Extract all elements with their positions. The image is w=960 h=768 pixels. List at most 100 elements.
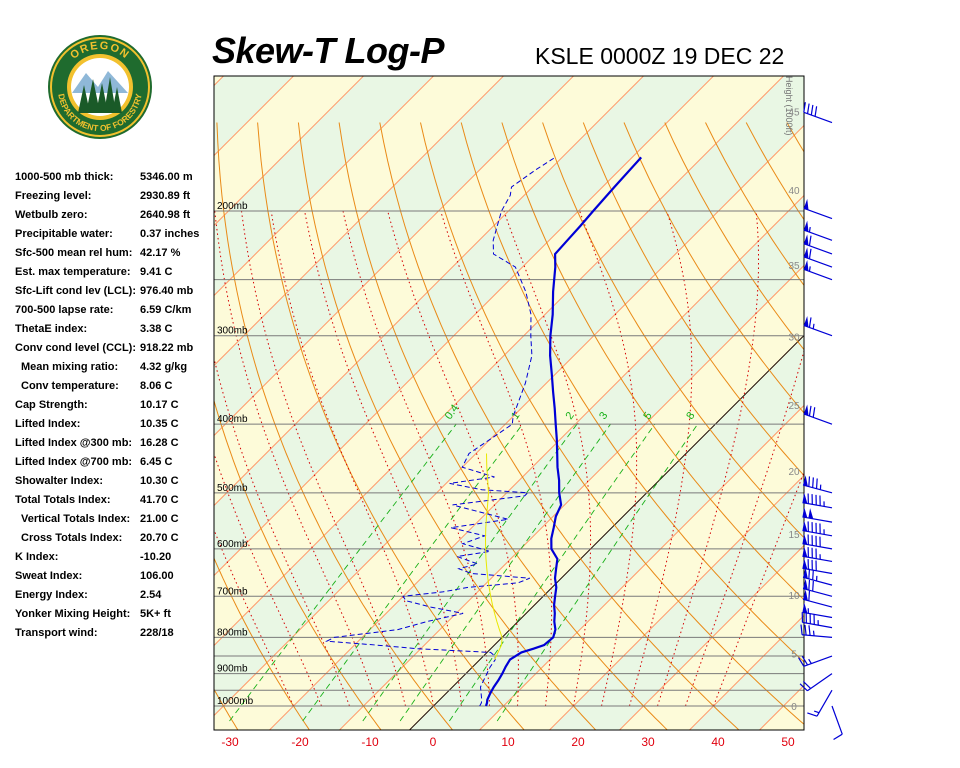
isobar-lines [214, 210, 804, 707]
wind-barb-full [808, 579, 811, 591]
wind-barb-flag [803, 198, 809, 211]
wind-barb-staff [802, 567, 833, 575]
stat-label: Precipitable water: [15, 228, 113, 240]
mixing-ratio-line [399, 423, 611, 722]
stat-label: Yonker Mixing Height: [15, 608, 131, 620]
isotherm-line [214, 76, 295, 157]
wind-barb-half [812, 323, 815, 329]
isotherm-line [214, 76, 365, 227]
moist-adiabat-line [270, 210, 434, 707]
wind-barb-staff [802, 576, 833, 586]
stat-value: -10.20 [140, 551, 172, 563]
stat-row: Vertical Totals Index: 21.00 C [15, 510, 215, 529]
wind-barbs [797, 102, 843, 741]
mixing-ratio-line [302, 423, 523, 722]
wind-barb [802, 520, 833, 537]
height-tick-label: 5 [791, 649, 797, 660]
dry-adiabat-line [623, 122, 804, 414]
stat-label: Conv cond level (CCL): [15, 342, 137, 354]
stat-row: Precipitable water: 0.37 inches [15, 225, 215, 244]
stat-row: Sweat Index: 106.00 [15, 567, 215, 586]
stat-value: 8.06 C [140, 380, 173, 392]
wind-barb-full [808, 568, 811, 579]
isotherm-line [478, 404, 804, 730]
logo-mountain-icon [72, 71, 128, 93]
mixing-ratio-label: 5 [641, 410, 654, 422]
wind-barb-staff [803, 207, 833, 220]
wind-barb [802, 567, 833, 586]
temperature-band [214, 76, 434, 296]
wind-barb [802, 602, 833, 619]
stat-value: 6.45 C [140, 456, 173, 468]
wind-barb-half [808, 226, 811, 233]
stat-value: 10.35 C [140, 418, 179, 430]
wind-barb [803, 259, 833, 281]
wind-barb [802, 507, 833, 523]
dry-adiabat-line [338, 122, 669, 730]
stat-value: 6.59 C/km [140, 304, 192, 316]
height-tick-label: 15 [788, 530, 800, 541]
dry-adiabat-line [214, 399, 382, 730]
wind-barb [803, 198, 833, 220]
stat-row: Showalter Index: 10.30 C [15, 472, 215, 491]
height-tick-label: 30 [788, 333, 800, 344]
stat-value: 16.28 C [140, 437, 179, 449]
isotherm-line [214, 76, 435, 297]
mixing-ratio-line [362, 423, 578, 722]
stat-label: Mean mixing ratio: [21, 361, 119, 373]
stat-row: Mean mixing ratio: 4.32 g/kg [15, 358, 215, 377]
wind-barb-full [806, 103, 810, 114]
wind-barb-staff [803, 111, 833, 124]
wind-barb [799, 673, 833, 692]
stat-value: 5K+ ft [140, 608, 171, 620]
stat-value: 3.38 C [140, 323, 173, 335]
wind-barb-full [808, 405, 812, 417]
isotherm-line [214, 76, 645, 507]
stat-row: Conv temperature: 8.06 C [15, 377, 215, 396]
parcel-line [484, 453, 503, 660]
height-tick-label: 0 [791, 702, 797, 713]
temperature-band [214, 76, 804, 716]
stat-value: 976.40 mb [140, 285, 194, 297]
temperature-band [689, 615, 804, 730]
wind-barb [802, 475, 833, 494]
wind-barb-staff [802, 621, 833, 629]
mixing-ratio-line [449, 423, 656, 722]
wind-barb [803, 234, 833, 255]
stat-row: Sfc-Lift cond lev (LCL): 976.40 mb [15, 282, 215, 301]
wind-barb-full [812, 407, 816, 418]
temperature-tick-labels: -30 -20 -10 0 10 20 30 40 50 [221, 735, 795, 749]
wind-barb-full [810, 104, 814, 116]
wind-barb [801, 612, 833, 629]
pressure-label: 300mb [217, 326, 248, 337]
wind-barb-flag [802, 492, 808, 504]
isotherm-line [618, 544, 804, 730]
stat-label: Wetbulb zero: [15, 209, 88, 221]
wind-barb-full [801, 655, 809, 666]
stat-label: Sfc-Lift cond lev (LCL): [15, 285, 136, 297]
stat-label: Cross Totals Index: [21, 532, 123, 544]
wind-barb-full [808, 248, 812, 259]
dry-adiabat-line [420, 122, 804, 725]
wind-barb-staff [802, 611, 833, 619]
dry-adiabat-line [909, 123, 960, 736]
temperature-tick-label: 30 [641, 735, 655, 749]
wind-barb-staff [803, 655, 833, 667]
stat-value: 228/18 [140, 627, 174, 639]
stat-row: Total Totals Index: 41.70 C [15, 491, 215, 510]
wind-barb-flag [803, 578, 808, 590]
stat-label: ThetaE index: [15, 323, 88, 335]
temperature-tick-label: 20 [571, 735, 585, 749]
height-tick-label: 40 [788, 186, 800, 197]
chart-title: Skew-T Log-P [212, 30, 445, 71]
temperature-tick-label: 50 [781, 735, 795, 749]
stat-label: Energy Index: [15, 589, 88, 601]
wind-barb-flag [803, 234, 809, 246]
pressure-label: 200mb [217, 201, 248, 212]
mixing-ratio-line [229, 423, 457, 722]
wind-barb-staff [803, 243, 833, 255]
dry-adiabat-line [297, 122, 597, 730]
wind-barb-full [812, 569, 814, 580]
pressure-label: 900mb [217, 664, 248, 675]
stats-panel: 1000-500 mb thick: 5346.00 m Freezing leve… [15, 168, 215, 643]
